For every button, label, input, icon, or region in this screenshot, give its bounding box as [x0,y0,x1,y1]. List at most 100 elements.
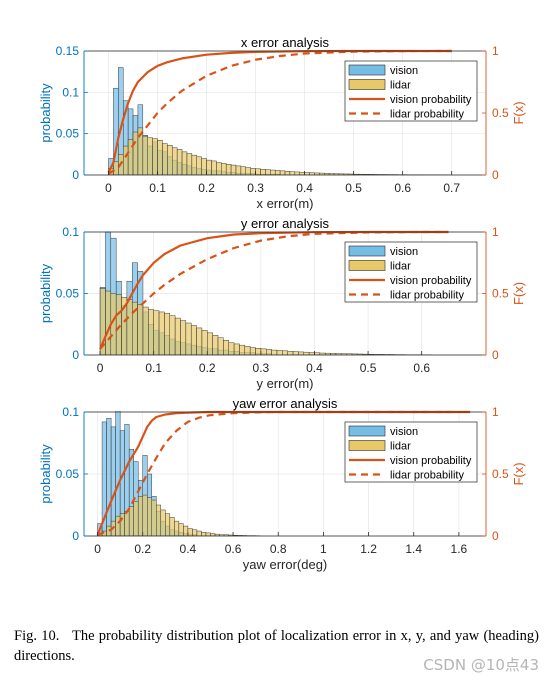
x-axis-label: y error(m) [256,376,313,391]
bar-lidar [289,171,296,175]
bar-lidar [186,153,193,175]
y2-tick-label: 0 [492,168,499,182]
bar-lidar [153,310,160,355]
bar-lidar [169,517,175,536]
bar-lidar [255,168,261,175]
bar-lidar [298,351,304,355]
bar-lidar [276,350,283,355]
legend-label: lidar probability [390,290,464,302]
legend-swatch-vision [348,425,386,437]
bar-lidar [260,348,267,355]
bar-lidar [294,171,300,175]
legend-label: vision [390,246,418,258]
lidar-probability-line [107,49,452,175]
bar-lidar [113,161,119,175]
y-tick-label: 0.1 [62,85,79,99]
bar-lidar [115,515,121,536]
bar-lidar [147,497,152,536]
bar-lidar [164,312,170,355]
x-tick-label: 0.3 [247,181,264,195]
bar-lidar [124,510,130,536]
x-tick-label: 0.1 [149,181,166,195]
bar-lidar [192,529,198,536]
bar-lidar [266,349,272,355]
bar-lidar [216,162,222,175]
caption-text: The probability distribution plot of loc… [14,628,540,664]
legend-label: lidar probability [390,109,464,121]
y2-tick-label: 0.5 [492,467,509,481]
bar-lidar [183,525,189,536]
bar-lidar [206,159,212,175]
bar-lidar [239,344,246,355]
figure-caption: Fig. 10. The probability distribution pl… [14,626,539,666]
histogram-bars [97,411,261,536]
legend: vision lidar vision probability lidar proba… [344,60,478,122]
bar-lidar [292,351,299,355]
chart-title: y error analysis [241,216,330,231]
x-tick-label: 0.3 [253,361,270,375]
bar-lidar [185,322,192,355]
y-axis-label: probability [38,83,53,143]
bar-lidar [180,320,187,355]
legend: vision lidar vision probability lidar proba… [344,241,478,303]
x-tick-label: 0.7 [443,181,460,195]
x-tick-label: 0.6 [225,542,242,556]
bar-lidar [225,164,232,175]
lidar-probability-line [97,410,459,536]
y-tick-label: 0.1 [62,405,79,419]
bar-lidar [132,131,139,175]
bar-lidar [115,294,122,355]
y2-tick-label: 0.5 [492,106,509,120]
y-tick-label: 0.05 [56,467,80,481]
legend-label: lidar [390,80,411,92]
bar-lidar [244,346,251,355]
bar-lidar [201,532,207,536]
bar-lidar [167,145,173,175]
bar-lidar [152,138,158,175]
bar-lidar [176,149,183,175]
bar-lidar [128,506,134,536]
bar-lidar [119,513,125,536]
y-axis-label: probability [38,444,53,504]
y-tick-label: 0.05 [56,287,80,301]
y2-tick-label: 0 [492,529,499,543]
x-tick-label: 0.6 [394,181,411,195]
y2-tick-label: 0.5 [492,287,509,301]
bar-lidar [165,513,171,536]
bar-lidar [142,306,149,355]
bar-lidar [217,337,224,355]
bar-lidar [174,520,180,536]
legend-swatch-lidar [348,260,386,271]
y2-tick-label: 1 [492,44,499,58]
x-tick-label: 0.2 [198,181,215,195]
bar-lidar [270,169,276,175]
bar-lidar [148,309,154,355]
bar-lidar [137,496,143,536]
x-tick-label: 0.2 [199,361,216,375]
bar-lidar [255,348,262,355]
bar-lidar [212,335,219,355]
bar-lidar [174,317,181,355]
bar-lidar [157,140,163,175]
bar-lidar [250,168,256,175]
bar-vision [106,417,112,536]
bar-lidar [303,351,310,355]
y-axis-label: probability [38,263,53,323]
y-tick-label: 0 [72,348,79,362]
figure: 0 0.1 0.2 0.3 0.4 0.5 0.6 0.7 0 0.05 0.1 0.15 0 0.5 1 x… [38,35,526,572]
bar-lidar [230,164,237,175]
bar-lidar [201,330,208,355]
legend-swatch-lidar [348,440,386,451]
bar-lidar [233,343,240,355]
chart-panel-3: 0 0.2 0.4 0.6 0.8 1 1.2 1.4 1.600.050.100.51yaw … [38,396,526,572]
legend-label: lidar [390,441,411,453]
chart-panel-2: 0 0.1 0.2 0.3 0.4 0.5 0.6 0 0.05 0.1 0 0.5 1 y error … [38,216,526,391]
x-tick-label: 0.4 [296,181,313,195]
bar-lidar [279,170,286,175]
x-tick-label: 0.6 [413,361,430,375]
y-tick-label: 0.05 [56,127,80,141]
bar-lidar [191,154,197,175]
caption-label: Fig. 10. [14,628,60,644]
legend-label: vision probability [390,275,472,287]
bar-lidar [221,163,227,175]
